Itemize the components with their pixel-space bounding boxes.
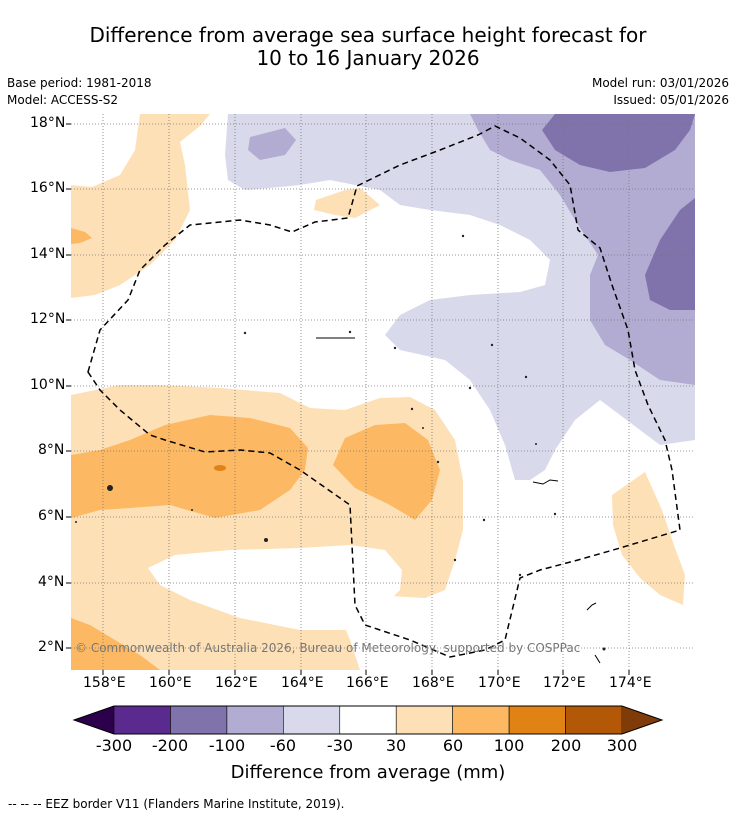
anomaly-region-neutral-gap: [148, 545, 402, 630]
lat-label: 16°N: [30, 180, 66, 196]
colorbar-extend-high: [622, 706, 662, 734]
lon-label: 162°E: [215, 675, 258, 691]
island-marker: [348, 330, 352, 334]
colorbar-tick-label: 60: [442, 736, 464, 755]
anomaly-region-orange-patch: [71, 228, 92, 244]
colorbar-tick-label: -60: [269, 736, 297, 755]
colorbar-cell: [395, 705, 453, 735]
base-period: Base period: 1981-2018: [7, 76, 152, 90]
island-marker: [264, 538, 268, 542]
colorbar-cell: [452, 705, 510, 735]
model-name: Model: ACCESS-S2: [7, 93, 119, 107]
anomaly-region-medium-purple-small: [248, 128, 296, 160]
colorbar-extend-low: [74, 706, 114, 734]
lat-label: 12°N: [30, 311, 66, 327]
island-marker: [535, 443, 537, 445]
island-marker: [422, 427, 424, 429]
chart-title-line-1: Difference from average sea surface heig…: [89, 23, 647, 47]
lon-label: 158°E: [83, 675, 126, 691]
lat-label: 8°N: [38, 442, 65, 458]
model-run-date: Model run: 03/01/2026: [591, 76, 729, 90]
island-marker: [243, 331, 247, 335]
colorbar-cell: [508, 705, 566, 735]
island-marker: [482, 518, 486, 522]
island-marker: [453, 558, 457, 562]
lat-label: 18°N: [30, 115, 66, 131]
colorbar-tick-label: -30: [326, 736, 354, 755]
island-marker: [524, 375, 528, 379]
anomaly-region-dark-purple-north: [542, 114, 695, 172]
colorbar-tick-label: 200: [550, 736, 582, 755]
eez-border: [87, 125, 681, 658]
lat-label: 10°N: [30, 377, 66, 393]
colorbar-tick-label: -300: [95, 736, 133, 755]
island-marker: [468, 386, 472, 390]
colorbar-cell: [226, 705, 284, 735]
anomaly-region-light-orange-small: [314, 188, 380, 218]
colorbar-tick-label: 30: [385, 736, 407, 755]
island-marker: [410, 407, 414, 411]
island-outline: [594, 654, 601, 664]
colorbar-cell: [283, 705, 341, 735]
colorbar-cell: [339, 705, 397, 735]
lat-label: 6°N: [38, 508, 65, 524]
anomaly-region-light-orange-southeast: [612, 472, 685, 605]
island-outline: [532, 479, 559, 485]
anomaly-region-light-orange-northwest: [71, 114, 210, 298]
lon-label: 168°E: [412, 675, 455, 691]
chart-title-line-2: 10 to 16 January 2026: [256, 46, 480, 70]
colorbar-tick-label: -200: [151, 736, 189, 755]
lat-label: 2°N: [38, 639, 65, 655]
anomaly-region-orange-dot: [214, 465, 226, 471]
colorbar-cell: [170, 705, 228, 735]
anomaly-region-dark-purple-east: [645, 198, 695, 310]
lon-label: 170°E: [478, 675, 521, 691]
colorbar-outline: [72, 705, 664, 735]
eez-footnote: -- -- -- EEZ border V11 (Flanders Marine…: [8, 797, 345, 811]
island-marker: [107, 485, 113, 491]
island-marker: [393, 346, 397, 350]
island-marker: [461, 234, 465, 238]
island-marker: [518, 573, 522, 577]
colorbar-tick-label: 300: [606, 736, 638, 755]
colorbar-cell: [113, 705, 171, 735]
island-marker: [602, 647, 606, 651]
colorbar-tick-label: 100: [493, 736, 525, 755]
island-marker: [436, 460, 440, 464]
island-marker: [553, 512, 557, 516]
island-marker: [75, 521, 77, 523]
island-marker: [490, 343, 494, 347]
copyright-notice: © Commonwealth of Australia 2026, Bureau…: [75, 641, 581, 655]
anomaly-region-orange-center: [333, 423, 440, 520]
island-outline: [586, 602, 597, 611]
lat-label: 14°N: [30, 246, 66, 262]
anomaly-region-orange-west: [71, 415, 308, 518]
colorbar-cell: [565, 705, 623, 735]
issued-date: Issued: 05/01/2026: [613, 93, 729, 107]
lon-label: 166°E: [346, 675, 389, 691]
colorbar: [72, 705, 664, 735]
lat-label: 4°N: [38, 574, 65, 590]
colorbar-title: Difference from average (mm): [230, 762, 506, 783]
lon-label: 174°E: [609, 675, 652, 691]
colorbar-tick-label: -100: [208, 736, 246, 755]
lon-label: 160°E: [149, 675, 192, 691]
island-marker: [191, 509, 193, 511]
lon-label: 164°E: [281, 675, 324, 691]
lon-label: 172°E: [543, 675, 586, 691]
anomaly-region-orange-corner: [71, 618, 160, 670]
anomaly-region-medium-purple-northeast: [470, 114, 695, 385]
